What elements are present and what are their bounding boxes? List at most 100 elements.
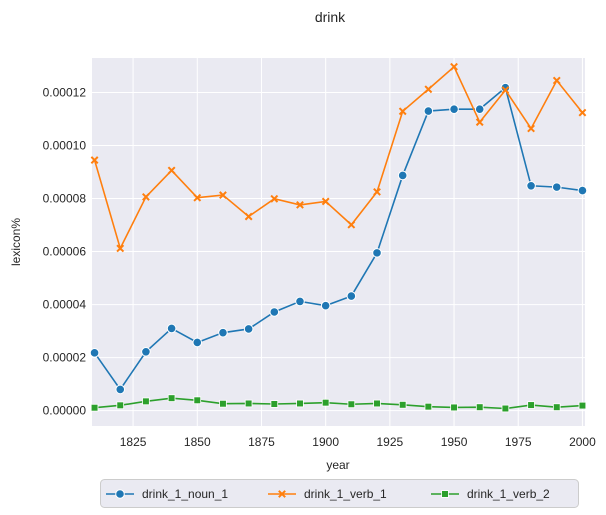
data-point xyxy=(346,291,357,301)
y-tick-label: 0.00002 xyxy=(43,351,87,365)
data-point xyxy=(219,191,227,199)
data-point xyxy=(141,346,151,357)
data-point xyxy=(450,403,458,412)
data-point xyxy=(450,62,458,71)
data-point xyxy=(167,166,176,175)
data-point xyxy=(296,200,304,209)
data-point xyxy=(243,324,254,334)
data-point xyxy=(527,401,535,409)
data-point xyxy=(551,182,562,192)
data-point xyxy=(219,399,227,408)
data-point xyxy=(552,403,561,411)
data-point xyxy=(578,401,587,410)
data-point xyxy=(373,187,381,196)
y-tick-label: 0.00010 xyxy=(43,138,87,152)
data-point xyxy=(116,244,125,253)
data-point xyxy=(320,300,331,311)
legend-marker xyxy=(278,490,286,498)
data-point xyxy=(475,118,484,127)
y-tick-labels: 0.00000 0.00002 0.00004 0.00006 0.00008 0.000… xyxy=(43,85,87,417)
y-axis-label: lexicon% xyxy=(9,218,23,266)
y-tick-label: 0.00000 xyxy=(43,404,87,418)
data-point xyxy=(269,307,280,317)
data-point xyxy=(192,337,203,348)
x-tick-label: 1975 xyxy=(505,435,532,449)
data-point xyxy=(142,397,150,406)
legend-label: drink_1_verb_2 xyxy=(467,487,550,501)
data-point xyxy=(89,348,100,358)
data-point xyxy=(296,399,304,408)
x-tick-label: 2000 xyxy=(569,435,596,449)
legend-box xyxy=(100,479,579,508)
data-point xyxy=(244,399,253,408)
grid-lines xyxy=(92,58,585,426)
data-point xyxy=(423,106,434,116)
data-point xyxy=(526,180,536,191)
data-point xyxy=(398,107,407,116)
series-drink_1_noun_1 xyxy=(89,82,588,395)
data-point xyxy=(372,248,382,258)
data-point xyxy=(501,86,510,94)
series-line xyxy=(94,397,583,410)
series-layer xyxy=(89,62,588,413)
data-point xyxy=(321,197,330,206)
data-point xyxy=(90,156,99,164)
data-point xyxy=(193,396,202,405)
x-tick-label: 1925 xyxy=(377,435,404,449)
data-point xyxy=(270,400,279,408)
x-tick-label: 1850 xyxy=(184,435,211,449)
data-point xyxy=(167,394,176,402)
legend: drink_1_noun_1 drink_1_verb_1 drink_1_verb… xyxy=(100,479,579,508)
data-point xyxy=(116,401,125,410)
data-point xyxy=(475,403,484,411)
series-line xyxy=(93,86,583,391)
x-tick-label: 1950 xyxy=(441,435,468,449)
data-point xyxy=(321,398,330,407)
y-tick-label: 0.00008 xyxy=(43,192,87,206)
data-point xyxy=(578,108,587,117)
data-point xyxy=(347,220,356,229)
x-axis-label: year xyxy=(326,458,349,472)
data-point xyxy=(115,384,126,395)
legend-entry: drink_1_verb_1 xyxy=(268,487,387,501)
data-point xyxy=(142,193,150,201)
data-point xyxy=(373,399,381,408)
data-point xyxy=(218,327,228,338)
data-point xyxy=(166,323,177,334)
x-tick-label: 1900 xyxy=(312,435,339,449)
legend-label: drink_1_verb_1 xyxy=(304,487,387,501)
data-point xyxy=(501,404,510,413)
data-point xyxy=(270,194,279,203)
legend-marker xyxy=(115,489,125,499)
series-drink_1_verb_2 xyxy=(90,394,587,413)
x-tick-label: 1825 xyxy=(120,435,147,449)
data-point xyxy=(577,185,588,196)
plot-area xyxy=(92,58,585,426)
data-point xyxy=(193,193,202,202)
series-line xyxy=(93,65,584,251)
data-point xyxy=(527,124,535,133)
data-point xyxy=(244,212,253,221)
data-point xyxy=(347,400,356,409)
data-point xyxy=(500,82,511,93)
data-point xyxy=(424,402,433,411)
x-tick-labels: 1825 1850 1875 1900 1925 1950 1975 2000 xyxy=(120,435,596,449)
data-point xyxy=(398,400,407,409)
data-point xyxy=(474,104,485,114)
y-tick-label: 0.00004 xyxy=(43,298,87,312)
data-point xyxy=(90,403,99,412)
y-tick-label: 0.00006 xyxy=(43,245,87,259)
series-drink_1_verb_1 xyxy=(90,62,587,253)
legend-entry: drink_1_verb_2 xyxy=(431,487,550,501)
data-point xyxy=(449,104,459,114)
data-point xyxy=(397,170,408,181)
x-tick-label: 1875 xyxy=(248,435,275,449)
data-point xyxy=(295,296,305,307)
y-tick-label: 0.00012 xyxy=(43,85,87,99)
data-point xyxy=(552,76,561,85)
legend-label: drink_1_noun_1 xyxy=(142,487,228,501)
legend-marker xyxy=(441,490,449,498)
legend-entry: drink_1_noun_1 xyxy=(106,487,228,501)
data-point xyxy=(424,85,433,94)
